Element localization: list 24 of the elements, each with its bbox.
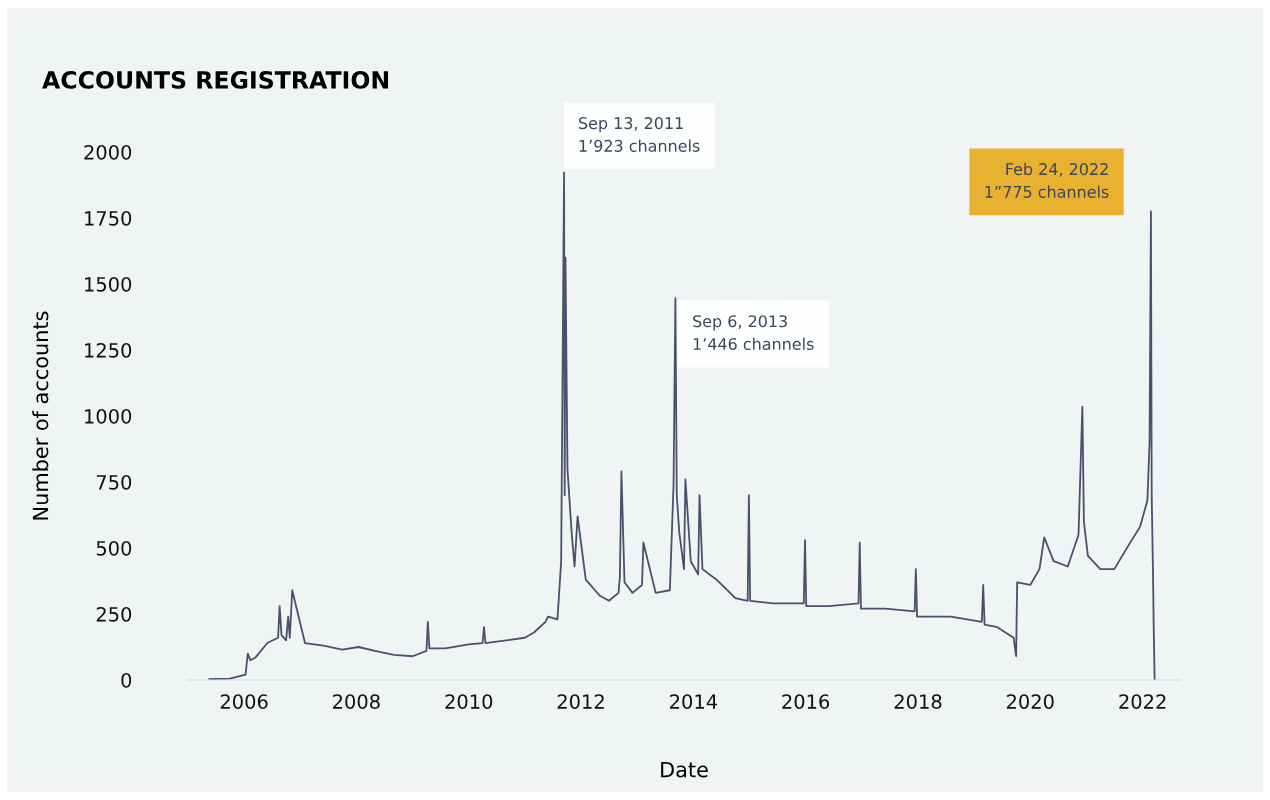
x-tick-label: 2008 [333,694,380,709]
x-tick-label: 2010 [445,694,493,709]
chart-title: ACCOUNTS REGISTRATION [42,70,389,89]
y-tick-label: 1750 [85,210,132,226]
x-tick-label: 2016 [782,694,830,709]
x-tick-label: 2020 [1006,694,1054,709]
x-tick-label: 2022 [1119,694,1166,709]
y-tick-label: 1000 [85,408,132,424]
x-tick-label: 2014 [670,694,718,709]
y-tick-label: 2000 [84,144,132,160]
x-axis-title: Date [661,761,708,778]
y-axis-title: Number of accounts [32,311,49,520]
y-tick-label: 750 [96,474,132,490]
y-tick-label: 0 [121,672,132,688]
annotation: Sep 13, 2011 1’923 channels [579,117,700,152]
y-tick-label: 500 [96,540,132,556]
y-tick-label: 250 [96,606,132,622]
x-tick-label: 2006 [220,694,268,709]
y-tick-label: 1250 [85,342,132,358]
annotation: Feb 24, 2022 1”775 channels [985,162,1109,198]
x-tick-label: 2018 [894,694,942,709]
x-tick-label: 2012 [557,694,604,709]
y-tick-label: 1500 [85,276,132,292]
annotation: Sep 6, 2013 1’446 channels [693,315,814,351]
